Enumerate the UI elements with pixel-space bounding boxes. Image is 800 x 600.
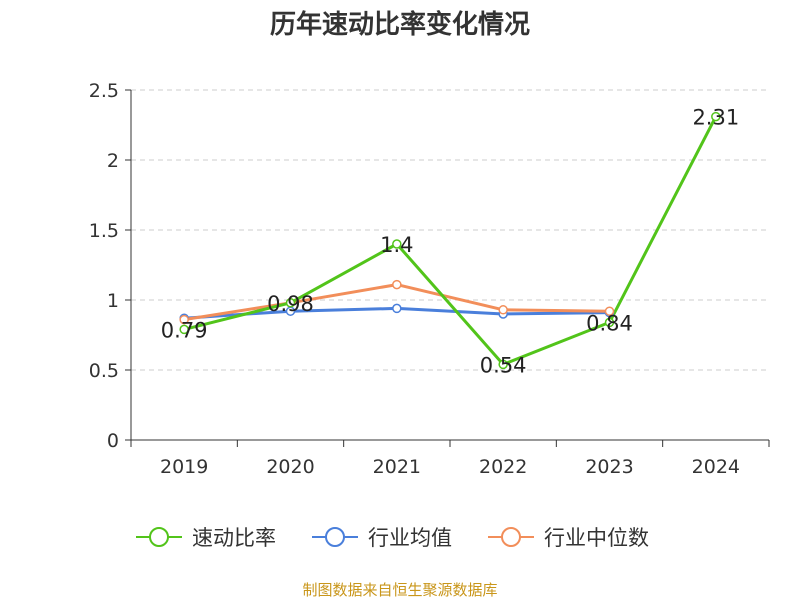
data-point	[392, 303, 402, 314]
data-label: 0.79	[161, 318, 208, 342]
data-point	[179, 314, 189, 325]
data-point	[498, 359, 508, 370]
x-tick-label: 2020	[266, 456, 314, 478]
y-tick-label: 2	[107, 150, 119, 172]
x-tick-label: 2023	[585, 456, 633, 478]
data-point	[604, 317, 615, 328]
data-point	[285, 298, 296, 308]
series-line	[183, 115, 718, 366]
source-note: 制图数据来自恒生聚源数据库	[302, 581, 498, 599]
y-tick-label: 0.5	[89, 360, 119, 382]
legend-marker	[325, 527, 345, 547]
legend-marker	[501, 527, 521, 547]
x-tick-label: 2019	[160, 456, 208, 478]
y-tick-label: 0	[107, 430, 119, 452]
grid-lines	[131, 89, 769, 371]
x-tick-label: 2024	[692, 456, 740, 478]
legend-label: 行业均值	[368, 526, 452, 550]
data-point	[392, 279, 402, 290]
data-point	[498, 305, 508, 315]
data-label: 0.98	[267, 292, 314, 316]
data-label: 0.84	[586, 311, 633, 335]
y-tick-label: 1.5	[89, 220, 119, 242]
legend-label: 行业中位数	[544, 526, 649, 550]
y-tick-label: 2.5	[89, 80, 119, 102]
y-tick-label: 1	[107, 290, 119, 312]
chart-title: 历年速动比率变化情况	[269, 10, 530, 40]
data-point	[711, 111, 721, 122]
legend: 速动比率 行业均值 行业中位数	[136, 526, 649, 550]
legend-marker	[149, 527, 169, 547]
x-tick-label: 2022	[479, 456, 527, 478]
x-tick-label: 2021	[373, 456, 421, 478]
data-point	[604, 306, 615, 316]
data-labels: 0.79 0.98 1.4 0.54 0.84 2.31	[161, 106, 739, 378]
data-points	[179, 111, 721, 370]
series-lines	[183, 115, 718, 366]
data-label: 0.54	[480, 353, 527, 377]
legend-label: 速动比率	[192, 526, 276, 550]
data-label: 1.4	[380, 233, 413, 257]
data-point	[392, 239, 402, 249]
data-label: 2.31	[692, 106, 739, 130]
data-point	[179, 324, 189, 335]
axes: 0 0.5 1 1.5 2 2.5 2019 2020 2021 2022 2023 2024	[89, 80, 770, 478]
